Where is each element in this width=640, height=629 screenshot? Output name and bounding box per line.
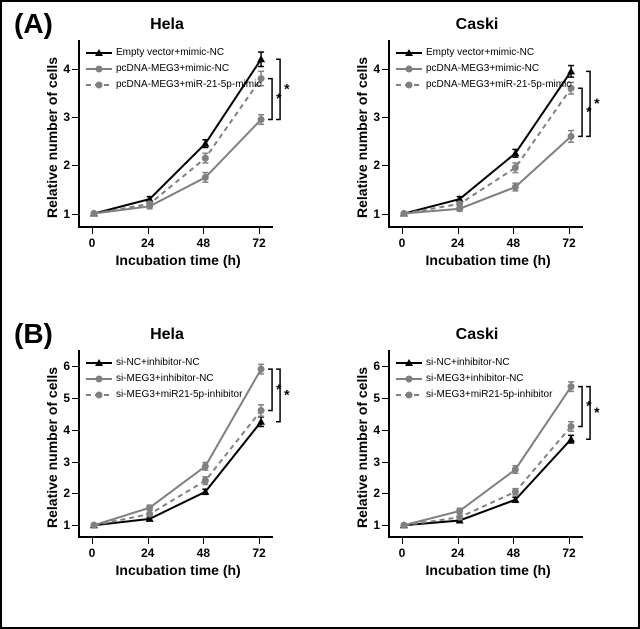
legend-label: Empty vector+mimic-NC xyxy=(426,46,534,60)
svg-text:*: * xyxy=(284,386,290,402)
xtick-label: 72 xyxy=(562,236,575,250)
xtick-label: 48 xyxy=(507,546,520,560)
legend-item: si-NC+inhibitor-NC xyxy=(396,356,552,370)
xtick-label: 0 xyxy=(399,236,406,250)
xtick-label: 24 xyxy=(141,236,154,250)
x-axis-label: Incubation time (h) xyxy=(116,562,241,578)
svg-text:*: * xyxy=(284,80,290,96)
legend-item: Empty vector+mimic-NC xyxy=(396,46,571,60)
chart-A-hela: Hela**12340244872Relative number of cell… xyxy=(22,12,312,292)
x-axis-label: Incubation time (h) xyxy=(426,252,551,268)
legend-label: si-NC+inhibitor-NC xyxy=(426,356,510,370)
legend-item: si-NC+inhibitor-NC xyxy=(86,356,242,370)
svg-text:*: * xyxy=(276,381,282,397)
xtick-label: 24 xyxy=(451,236,464,250)
svg-text:*: * xyxy=(594,95,600,111)
xtick-label: 0 xyxy=(89,546,96,560)
legend-item: Empty vector+mimic-NC xyxy=(86,46,261,60)
y-axis-label: Relative number of cells xyxy=(44,367,60,528)
legend-label: si-MEG3+miR21-5p-inhibitor xyxy=(426,388,552,402)
legend-label: si-NC+inhibitor-NC xyxy=(116,356,200,370)
chart-B-caski: Caski**1234560244872Relative number of c… xyxy=(332,322,622,602)
xtick-label: 48 xyxy=(197,236,210,250)
legend-label: pcDNA-MEG3+mimic-NC xyxy=(426,62,539,76)
legend-label: si-MEG3+inhibitor-NC xyxy=(426,372,524,386)
legend-label: Empty vector+mimic-NC xyxy=(116,46,224,60)
y-axis-label: Relative number of cells xyxy=(354,367,370,528)
xtick-label: 72 xyxy=(252,546,265,560)
chart-title: Caski xyxy=(332,16,622,34)
svg-text:*: * xyxy=(586,103,592,119)
xtick-label: 24 xyxy=(141,546,154,560)
legend-item: pcDNA-MEG3+mimic-NC xyxy=(396,62,571,76)
xtick-label: 0 xyxy=(399,546,406,560)
legend-label: pcDNA-MEG3+miR-21-5p-mimic xyxy=(426,78,571,92)
legend-label: pcDNA-MEG3+miR-21-5p-mimic xyxy=(116,78,261,92)
xtick-label: 72 xyxy=(562,546,575,560)
svg-text:*: * xyxy=(276,90,282,106)
legend-item: pcDNA-MEG3+miR-21-5p-mimic xyxy=(396,78,571,92)
legend-item: pcDNA-MEG3+mimic-NC xyxy=(86,62,261,76)
figure-root: (A) (B) Hela**12340244872Relative number… xyxy=(0,0,640,629)
xtick-label: 24 xyxy=(451,546,464,560)
legend-label: pcDNA-MEG3+mimic-NC xyxy=(116,62,229,76)
y-axis-label: Relative number of cells xyxy=(44,57,60,218)
legend: Empty vector+mimic-NC pcDNA-MEG3+mimic-NC… xyxy=(86,46,261,94)
legend-label: si-MEG3+inhibitor-NC xyxy=(116,372,214,386)
legend-label: si-MEG3+miR21-5p-inhibitor xyxy=(116,388,242,402)
xtick-label: 48 xyxy=(197,546,210,560)
chart-B-hela: Hela**1234560244872Relative number of ce… xyxy=(22,322,312,602)
x-axis-label: Incubation time (h) xyxy=(116,252,241,268)
svg-text:*: * xyxy=(586,398,592,414)
legend-item: si-MEG3+inhibitor-NC xyxy=(396,372,552,386)
legend-item: si-MEG3+miR21-5p-inhibitor xyxy=(86,388,242,402)
svg-text:*: * xyxy=(594,404,600,420)
legend-item: si-MEG3+miR21-5p-inhibitor xyxy=(396,388,552,402)
legend-item: si-MEG3+inhibitor-NC xyxy=(86,372,242,386)
chart-title: Caski xyxy=(332,326,622,344)
xtick-label: 48 xyxy=(507,236,520,250)
legend: Empty vector+mimic-NC pcDNA-MEG3+mimic-NC… xyxy=(396,46,571,94)
chart-A-caski: Caski**12340244872Relative number of cel… xyxy=(332,12,622,292)
x-axis-label: Incubation time (h) xyxy=(426,562,551,578)
chart-title: Hela xyxy=(22,326,312,344)
y-axis-label: Relative number of cells xyxy=(354,57,370,218)
xtick-label: 0 xyxy=(89,236,96,250)
legend-item: pcDNA-MEG3+miR-21-5p-mimic xyxy=(86,78,261,92)
chart-title: Hela xyxy=(22,16,312,34)
legend: si-NC+inhibitor-NC si-MEG3+inhibitor-NC si… xyxy=(86,356,242,404)
xtick-label: 72 xyxy=(252,236,265,250)
legend: si-NC+inhibitor-NC si-MEG3+inhibitor-NC si… xyxy=(396,356,552,404)
